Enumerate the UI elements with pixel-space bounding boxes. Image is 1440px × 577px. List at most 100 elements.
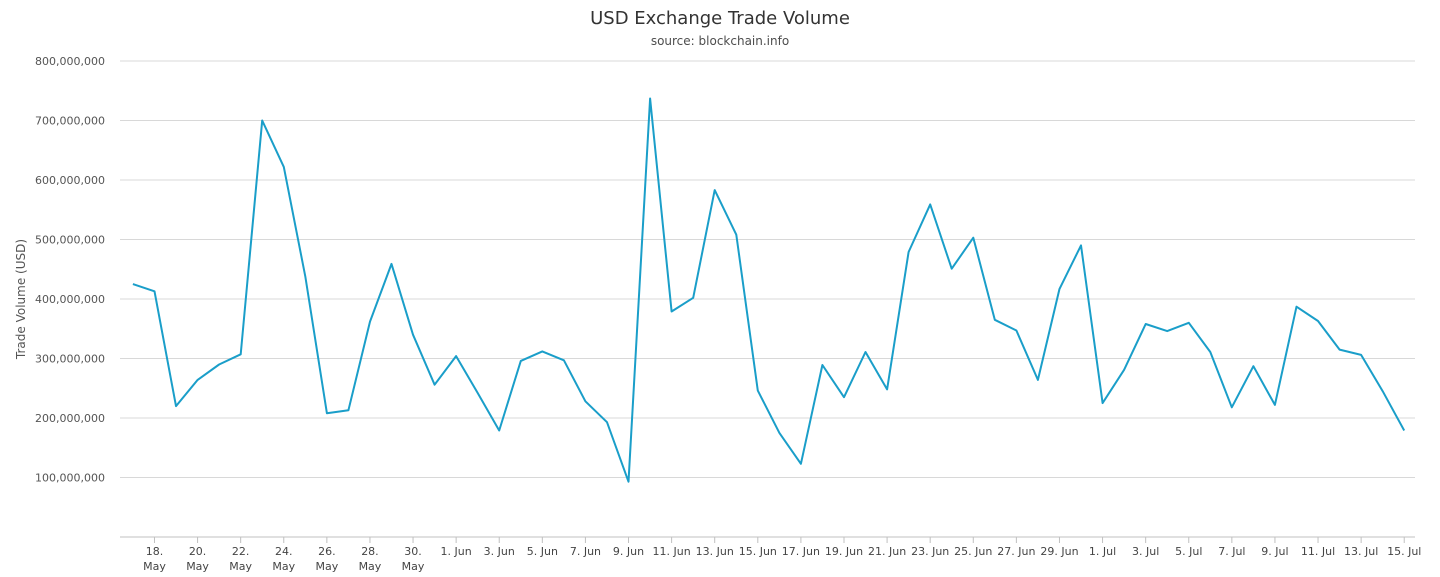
data-point[interactable] [279, 162, 289, 172]
data-point[interactable] [624, 477, 634, 487]
data-point[interactable] [150, 286, 160, 296]
grid-lines [120, 60, 1415, 478]
data-point[interactable] [1205, 347, 1215, 357]
data-point[interactable] [473, 388, 483, 398]
data-point[interactable] [214, 360, 224, 370]
data-point[interactable] [947, 264, 957, 274]
data-point[interactable] [1184, 318, 1194, 328]
data-point[interactable] [753, 386, 763, 396]
y-axis-ticks: 100,000,000 200,000,000 300,000,000 400,000… [35, 55, 105, 485]
y-tick-label: 600,000,000 [35, 174, 105, 187]
y-tick-label: 500,000,000 [35, 234, 105, 247]
data-point[interactable] [731, 230, 741, 240]
data-point[interactable] [1335, 345, 1345, 355]
x-tick-label: 7. Jun [570, 545, 601, 558]
data-point[interactable] [688, 293, 698, 303]
x-tick-label: 24. May [272, 545, 295, 573]
data-point[interactable] [322, 408, 332, 418]
y-tick-label: 400,000,000 [35, 293, 105, 306]
data-point[interactable] [1248, 361, 1258, 371]
data-point[interactable] [1162, 326, 1172, 336]
data-point[interactable] [236, 349, 246, 359]
data-point[interactable] [990, 315, 1000, 325]
data-point[interactable] [710, 185, 720, 195]
data-point[interactable] [365, 317, 375, 327]
data-point[interactable] [257, 116, 267, 126]
x-tick-label: 30. May [402, 545, 425, 573]
data-point[interactable] [645, 94, 655, 104]
data-point[interactable] [387, 259, 397, 269]
data-point[interactable] [408, 330, 418, 340]
x-tick-label: 9. Jun [613, 545, 644, 558]
y-tick-label: 300,000,000 [35, 353, 105, 366]
data-point[interactable] [1270, 400, 1280, 410]
data-point[interactable] [559, 355, 569, 365]
data-point[interactable] [667, 307, 677, 317]
data-point[interactable] [817, 360, 827, 370]
data-point[interactable] [925, 199, 935, 209]
x-tick-label: 17. Jun [782, 545, 820, 558]
data-point[interactable] [882, 384, 892, 394]
y-tick-label: 100,000,000 [35, 472, 105, 485]
data-point[interactable] [1227, 402, 1237, 412]
series-line [132, 97, 1406, 483]
y-axis-label: Trade Volume (USD) [14, 239, 28, 360]
x-tick-label: 22. May [229, 545, 252, 573]
x-tick-label: 20. May [186, 545, 209, 573]
x-tick-label: 19. Jun [825, 545, 863, 558]
data-point[interactable] [861, 347, 871, 357]
data-point[interactable] [1119, 365, 1129, 375]
data-point[interactable] [1378, 386, 1388, 396]
data-point[interactable] [796, 459, 806, 469]
x-tick-label: 28. May [359, 545, 382, 573]
data-point[interactable] [1399, 426, 1409, 436]
x-tick-label: 11. Jun [653, 545, 691, 558]
x-tick-label: 29. Jun [1040, 545, 1078, 558]
data-point[interactable] [1141, 319, 1151, 329]
x-tick-label: 11. Jul [1301, 545, 1335, 558]
data-point[interactable] [171, 401, 181, 411]
data-point[interactable] [343, 405, 353, 415]
data-point[interactable] [839, 392, 849, 402]
data-point[interactable] [451, 351, 461, 361]
data-point[interactable] [1098, 398, 1108, 408]
x-tick-label: 13. Jun [696, 545, 734, 558]
chart-subtitle: source: blockchain.info [651, 34, 789, 48]
x-tick-label: 5. Jul [1175, 545, 1202, 558]
data-point[interactable] [1292, 302, 1302, 312]
x-tick-label: 15. Jul [1387, 545, 1421, 558]
x-tick-label: 3. Jun [484, 545, 515, 558]
series-layer [128, 94, 1409, 487]
data-point[interactable] [494, 426, 504, 436]
x-tick-label: 3. Jul [1132, 545, 1159, 558]
data-point[interactable] [1055, 284, 1065, 294]
x-tick-label: 1. Jul [1089, 545, 1116, 558]
data-point[interactable] [1076, 240, 1086, 250]
x-tick-label: 7. Jul [1218, 545, 1245, 558]
data-point[interactable] [193, 375, 203, 385]
data-point[interactable] [1033, 375, 1043, 385]
data-point[interactable] [128, 279, 138, 289]
data-point[interactable] [904, 247, 914, 257]
x-tick-label: 26. May [315, 545, 338, 573]
x-tick-label: 21. Jun [868, 545, 906, 558]
data-point[interactable] [1356, 350, 1366, 360]
y-tick-label: 800,000,000 [35, 55, 105, 68]
data-point[interactable] [1011, 326, 1021, 336]
data-point[interactable] [300, 271, 310, 281]
data-point[interactable] [602, 417, 612, 427]
data-point[interactable] [516, 356, 526, 366]
data-point[interactable] [430, 380, 440, 390]
x-tick-label: 5. Jun [527, 545, 558, 558]
x-tick-label: 9. Jul [1261, 545, 1288, 558]
data-point[interactable] [537, 346, 547, 356]
data-point[interactable] [1313, 316, 1323, 326]
x-tick-label: 18. May [143, 545, 166, 573]
data-point[interactable] [580, 396, 590, 406]
data-point[interactable] [968, 233, 978, 243]
data-point[interactable] [774, 428, 784, 438]
x-tick-label: 23. Jun [911, 545, 949, 558]
chart-title: USD Exchange Trade Volume [590, 8, 850, 29]
